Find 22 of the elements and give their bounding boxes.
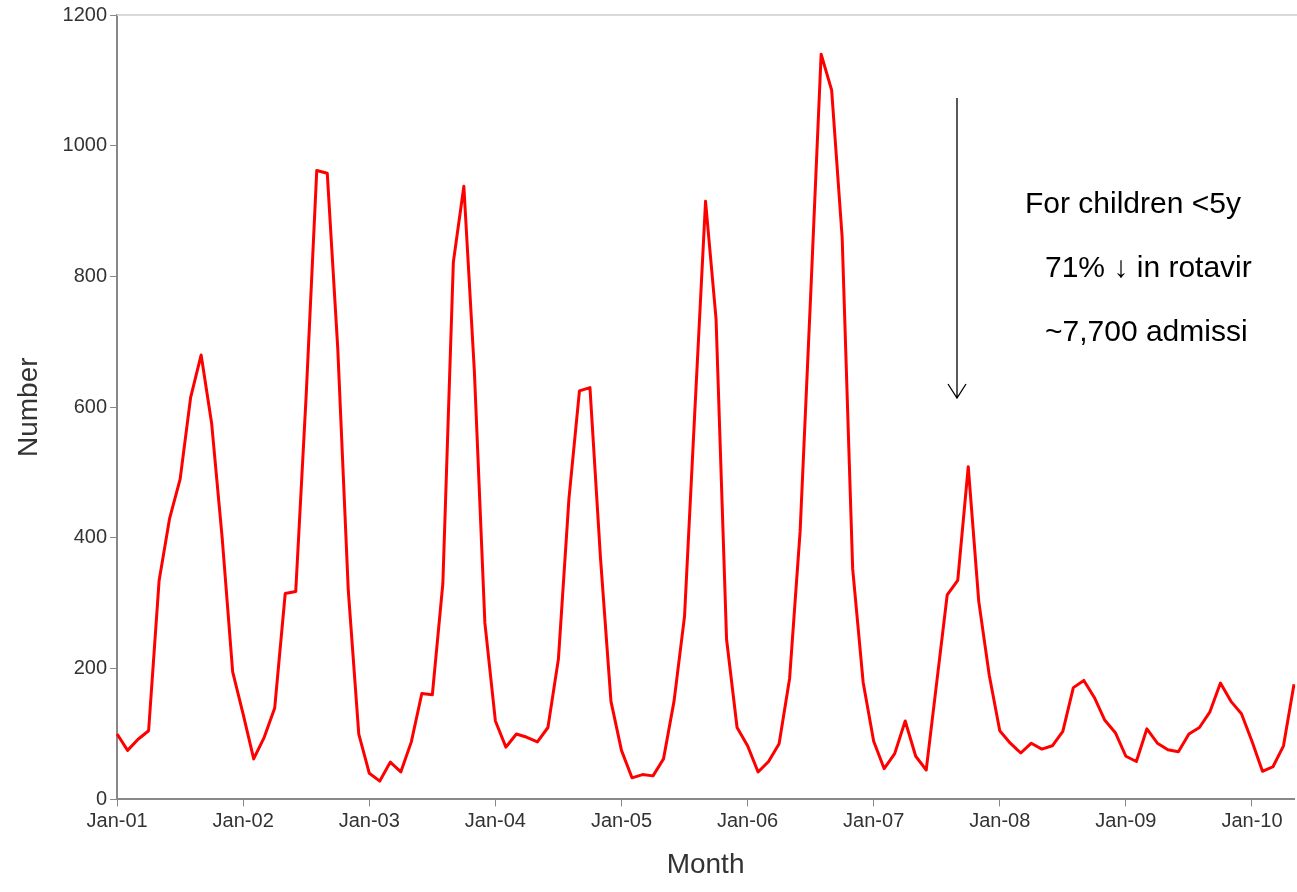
y-tick-label: 800 [73, 263, 108, 286]
x-axis-title: Month [666, 847, 745, 879]
y-tick-label: 200 [73, 656, 108, 679]
y-tick-label: 1000 [62, 133, 108, 156]
y-axis-title: Number [11, 357, 43, 457]
x-tick-label: Jan-04 [464, 808, 526, 831]
x-tick-label: Jan-01 [86, 808, 148, 831]
annotation: ~7,700 admissi [1045, 314, 1248, 348]
y-tick-label: 0 [95, 786, 108, 809]
x-tick-label: Jan-07 [843, 808, 905, 831]
y-tick-label: 400 [73, 525, 108, 548]
y-tick-label: 1200 [62, 2, 108, 25]
x-tick-label: Jan-03 [338, 808, 400, 831]
annotation: For children <5y [1025, 186, 1241, 220]
x-tick-label: Jan-02 [212, 808, 274, 831]
x-tick-label: Jan-08 [969, 808, 1031, 831]
x-tick-label: Jan-10 [1221, 808, 1283, 831]
y-tick-label: 600 [73, 394, 108, 417]
x-tick-label: Jan-06 [717, 808, 779, 831]
x-tick-label: Jan-09 [1095, 808, 1157, 831]
x-tick-label: Jan-05 [590, 808, 653, 831]
annotation: 71% ↓ in rotavir [1045, 250, 1252, 284]
